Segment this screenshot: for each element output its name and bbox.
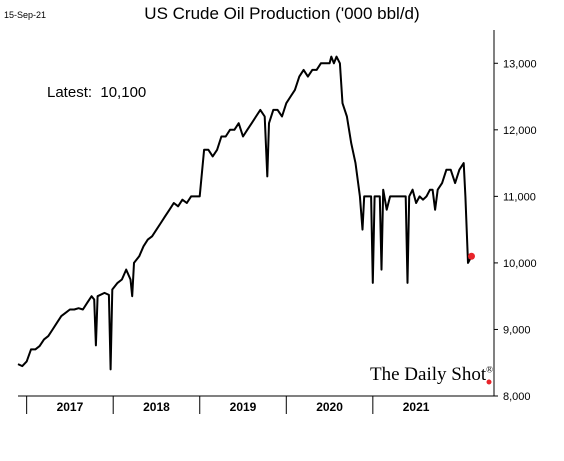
date-stamp: 15-Sep-21 [4, 10, 47, 20]
x-tick-label: 2021 [403, 400, 430, 414]
x-tick-label: 2020 [316, 400, 343, 414]
latest-value: 10,100 [100, 84, 147, 101]
y-tick-label: 11,000 [503, 191, 536, 203]
x-tick-label: 2019 [230, 400, 257, 414]
y-tick-label: 10,000 [503, 258, 537, 270]
latest-annotation: Latest: 10,100 [47, 84, 146, 101]
y-tick-label: 12,000 [503, 125, 537, 137]
chart-title: US Crude Oil Production ('000 bbl/d) [144, 4, 420, 23]
brand-mark: ® [486, 364, 493, 375]
y-tick-label: 8,000 [503, 391, 531, 403]
series-line [17, 55, 473, 371]
series-group [17, 55, 473, 371]
y-tick-label: 13,000 [503, 58, 537, 70]
brand-dot [486, 379, 492, 385]
x-tick-label: 2017 [57, 400, 84, 414]
latest-point-marker [467, 252, 475, 260]
latest-label: Latest: [47, 84, 93, 101]
brand-logo: The Daily Shot® [370, 364, 493, 386]
y-tick-label: 9,000 [503, 324, 531, 336]
x-tick-label: 2018 [143, 400, 170, 414]
brand-name: The Daily Shot [370, 364, 487, 385]
axes: 2017 2018 2019 2020 2021 8,000 9,000 10,000 11,0… [18, 30, 537, 414]
markers-group [467, 252, 492, 385]
